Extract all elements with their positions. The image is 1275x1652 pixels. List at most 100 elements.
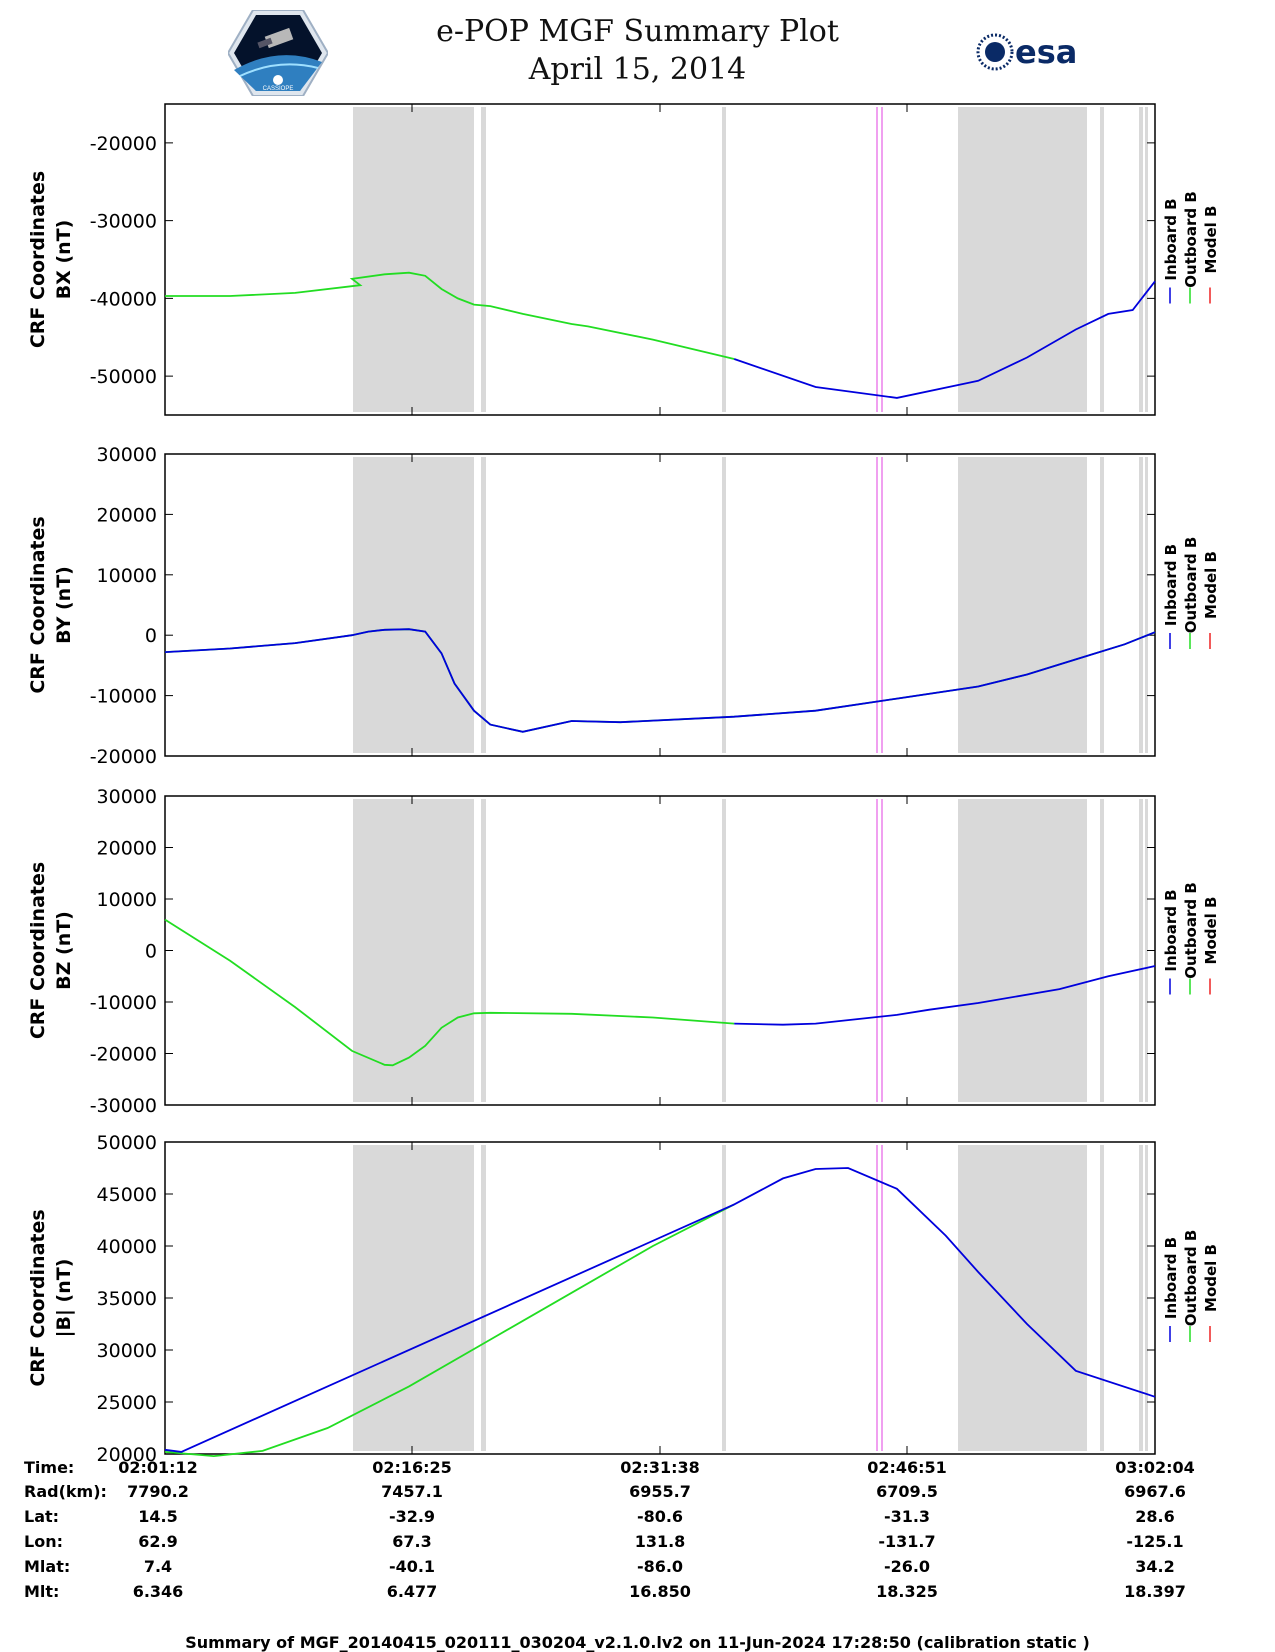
ephemeris-cell: 6967.6 — [1124, 1482, 1186, 1501]
shaded-interval — [1139, 107, 1143, 412]
y-tick-label: 20000 — [97, 504, 157, 526]
y-tick-label: 10000 — [97, 565, 157, 587]
legend-label: Inboard B — [1162, 544, 1180, 626]
y-tick-label: 20000 — [97, 838, 157, 860]
legend-label: Inboard B — [1162, 889, 1180, 971]
shaded-interval — [1071, 1145, 1087, 1451]
legend-label: Inboard B — [1162, 198, 1180, 280]
shaded-interval — [1065, 1145, 1071, 1451]
highlight-interval — [876, 457, 878, 753]
legend-label: Model B — [1202, 1244, 1220, 1312]
y-tick-label: -50000 — [90, 366, 157, 388]
ephemeris-cell: -31.3 — [883, 1507, 931, 1526]
ephemeris-row-label: Lat: — [24, 1507, 60, 1526]
y-tick-label: -30000 — [90, 1095, 157, 1117]
ephemeris-cell: -40.1 — [388, 1557, 436, 1576]
ephemeris-cell: 6955.7 — [629, 1482, 691, 1501]
shaded-interval — [1145, 799, 1148, 1102]
shaded-interval — [1100, 107, 1104, 412]
y-tick-label: 40000 — [97, 1236, 157, 1258]
ephemeris-cell: 7457.1 — [381, 1482, 443, 1501]
shaded-interval — [353, 1145, 474, 1451]
legend-label: Outboard B — [1182, 537, 1200, 634]
y-tick-label: 0 — [145, 941, 157, 963]
legend-label: Model B — [1202, 897, 1220, 965]
y-axis-label: CRF Coordinates — [27, 862, 49, 1039]
shaded-interval — [958, 799, 1065, 1102]
highlight-interval — [881, 107, 883, 412]
y-tick-label: 45000 — [97, 1184, 157, 1206]
ephemeris-cell: -86.0 — [636, 1557, 684, 1576]
shaded-interval — [1139, 457, 1143, 753]
series-line-outboard-b — [164, 1203, 735, 1458]
ephemeris-cell: 18.397 — [1124, 1582, 1186, 1601]
y-tick-label: -30000 — [90, 211, 157, 233]
series-line-inboard-b — [164, 628, 1156, 733]
ephemeris-row-label: Mlat: — [24, 1557, 71, 1576]
ephemeris-row-label: Mlt: — [24, 1582, 60, 1601]
cassiope-logo: CASSIOPE — [228, 10, 328, 96]
shaded-interval — [1145, 457, 1148, 753]
ephemeris-cell: 131.8 — [634, 1532, 686, 1551]
y-tick-label: 50000 — [97, 1132, 157, 1154]
ephemeris-cell: 28.6 — [1135, 1507, 1175, 1526]
shaded-interval — [1145, 1145, 1148, 1451]
esa-logo: esa — [976, 33, 1077, 71]
series-line-inboard-b — [734, 965, 1156, 1026]
y-tick-label: 0 — [145, 625, 157, 647]
legend-label: Outboard B — [1182, 191, 1200, 288]
ephemeris-cell: 02:01:12 — [118, 1458, 198, 1477]
series-line-inboard-b — [164, 1167, 1156, 1453]
shaded-interval — [1065, 107, 1071, 412]
y-tick-label: -10000 — [90, 686, 157, 708]
ephemeris-row-label: Rad(km): — [24, 1482, 107, 1501]
shaded-interval — [1065, 457, 1071, 753]
ephemeris-cell: -80.6 — [636, 1507, 684, 1526]
ephemeris-cell: -131.7 — [878, 1532, 936, 1551]
shaded-interval — [722, 107, 726, 412]
y-tick-label: -40000 — [90, 288, 157, 310]
highlight-interval — [876, 1145, 878, 1451]
ephemeris-cell: 62.9 — [138, 1532, 178, 1551]
shaded-interval — [722, 457, 726, 753]
y-tick-label: 30000 — [97, 786, 157, 808]
ephemeris-row-label: Lon: — [24, 1532, 63, 1551]
shaded-interval — [958, 107, 1065, 412]
panel-4: 20000 25000 30000 35000 40000 45000 50000 CRF C… — [27, 1132, 1220, 1466]
shaded-interval — [353, 799, 474, 1102]
ephemeris-cell: 14.5 — [138, 1507, 178, 1526]
series-line-inboard-b — [733, 280, 1156, 399]
shaded-interval — [1065, 799, 1071, 1102]
shaded-interval — [1139, 1145, 1143, 1451]
y-tick-label: 35000 — [97, 1288, 157, 1310]
shaded-interval — [1071, 457, 1087, 753]
shaded-interval — [1100, 1145, 1104, 1451]
y-tick-label: -10000 — [90, 992, 157, 1014]
plot-title: e-POP MGF Summary Plot — [436, 14, 839, 49]
shaded-interval — [481, 107, 486, 412]
highlight-interval — [881, 1145, 883, 1451]
y-tick-label: -20000 — [90, 1044, 157, 1066]
legend-label: Model B — [1202, 206, 1220, 274]
shaded-interval — [1071, 107, 1087, 412]
ephemeris-cell: 7.4 — [143, 1557, 173, 1576]
ephemeris-cell: -26.0 — [883, 1557, 931, 1576]
ephemeris-cell: 02:31:38 — [620, 1458, 700, 1477]
y-axis-label: |B| (nT) — [53, 1259, 75, 1338]
shaded-interval — [722, 1145, 726, 1451]
ephemeris-cell: -125.1 — [1126, 1532, 1184, 1551]
shaded-interval — [958, 1145, 1065, 1451]
plot-date: April 15, 2014 — [528, 52, 747, 87]
shaded-interval — [1071, 799, 1087, 1102]
shaded-interval — [1100, 799, 1104, 1102]
highlight-interval — [881, 457, 883, 753]
svg-text:esa: esa — [1015, 33, 1077, 71]
ephemeris-cell: 18.325 — [876, 1582, 938, 1601]
shaded-interval — [1100, 457, 1104, 753]
ephemeris-row-label: Time: — [24, 1458, 75, 1477]
footer-caption: Summary of MGF_20140415_020111_030204_v2… — [185, 1633, 1090, 1652]
shaded-interval — [722, 799, 726, 1102]
legend-label: Model B — [1202, 551, 1220, 619]
ephemeris-cell: 6709.5 — [876, 1482, 938, 1501]
